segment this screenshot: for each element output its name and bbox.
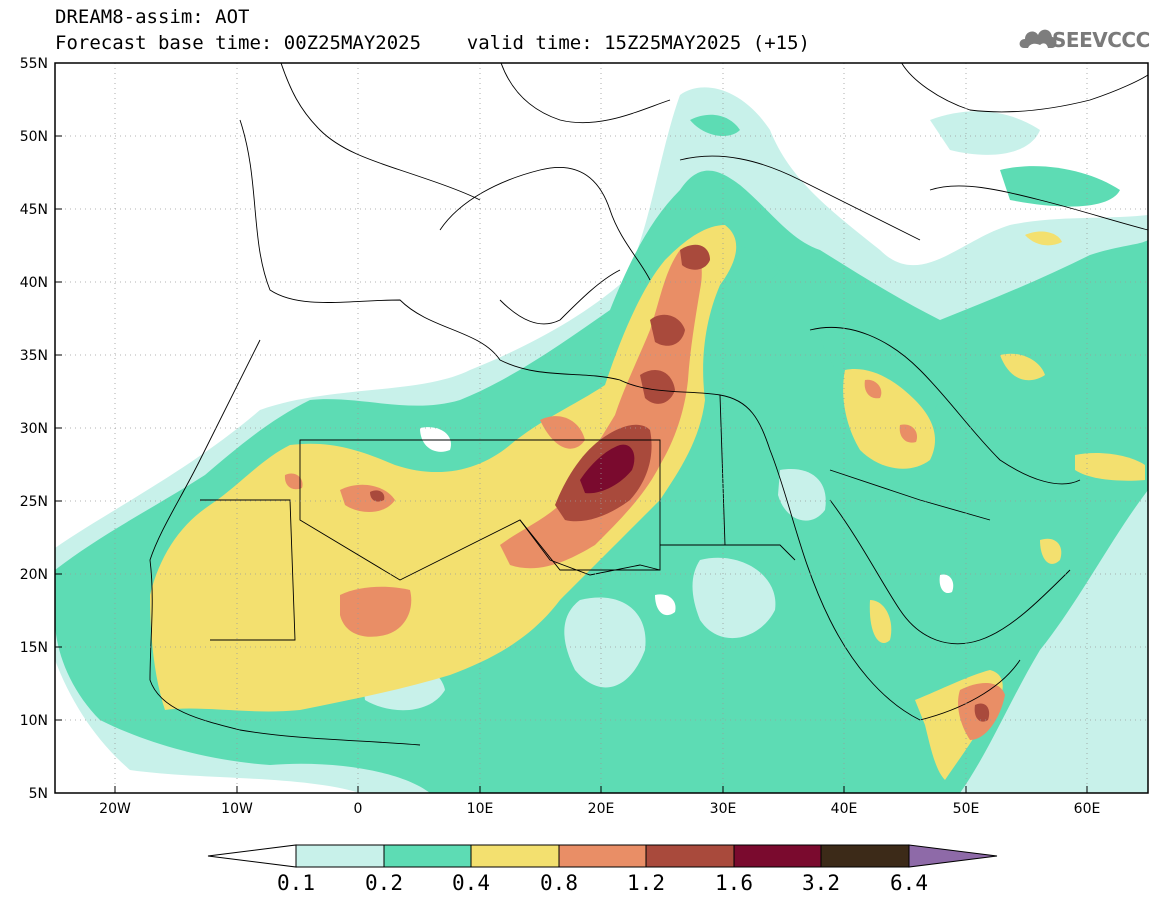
lon-label: 60E <box>1074 801 1101 817</box>
lat-label: 25N <box>20 494 48 510</box>
colorbar-label: 1.6 <box>715 871 753 895</box>
colorbar-swatch <box>383 844 472 868</box>
colorbar-label: 1.2 <box>627 871 665 895</box>
latitude-labels: 55N 50N 45N 40N 35N 30N 25N 20N 15N 10N … <box>20 56 48 802</box>
colorbar-label: 3.2 <box>802 871 840 895</box>
colorbar-label: 0.2 <box>365 871 403 895</box>
lon-label: 20W <box>99 801 131 817</box>
colorbar-swatch <box>470 844 560 868</box>
lon-label: 30E <box>710 801 737 817</box>
cloud-icon <box>1019 29 1057 48</box>
lat-label: 35N <box>20 348 48 364</box>
colorbar-swatch <box>820 844 910 868</box>
lat-label: 10N <box>20 713 48 729</box>
lat-label: 50N <box>20 129 48 145</box>
lat-label: 5N <box>29 786 48 802</box>
colorbar-swatch <box>733 844 822 868</box>
aot-field <box>55 63 1148 793</box>
colorbar <box>207 844 998 868</box>
aot-below-threshold-patches <box>420 427 954 616</box>
colorbar-labels: 0.1 0.2 0.4 0.8 1.2 1.6 3.2 6.4 <box>277 871 928 895</box>
aot-band-1-6 <box>580 444 635 494</box>
map-title: DREAM8-assim: AOT <box>55 6 250 28</box>
colorbar-swatch <box>645 844 735 868</box>
forecast-time-subtitle: Forecast base time: 00Z25MAY2025 valid t… <box>55 32 810 54</box>
colorbar-swatch <box>295 844 385 868</box>
lon-label: 0 <box>354 801 363 817</box>
aot-band-0-8 <box>284 247 1005 740</box>
lat-label: 30N <box>20 421 48 437</box>
colorbar-label: 0.4 <box>452 871 490 895</box>
lat-label: 40N <box>20 275 48 291</box>
colorbar-label: 0.8 <box>540 871 578 895</box>
lat-label: 45N <box>20 202 48 218</box>
lon-label: 50E <box>953 801 980 817</box>
colorbar-swatch-over <box>908 844 998 868</box>
graticule <box>55 63 1148 793</box>
colorbar-swatch <box>558 844 647 868</box>
colorbar-label: 6.4 <box>890 871 928 895</box>
lon-label: 10E <box>467 801 494 817</box>
lat-label: 15N <box>20 640 48 656</box>
logo-wordmark: SEEVCCC <box>1052 28 1150 52</box>
aot-band-0-1-patches <box>360 469 826 711</box>
lon-label: 40E <box>831 801 858 817</box>
lat-label: 20N <box>20 567 48 583</box>
lat-label: 55N <box>20 56 48 72</box>
colorbar-swatch-under <box>207 844 297 868</box>
ticks <box>55 135 1088 793</box>
lon-label: 10W <box>221 801 253 817</box>
lon-label: 20E <box>588 801 615 817</box>
colorbar-label: 0.1 <box>277 871 315 895</box>
longitude-labels: 20W 10W 0 10E 20E 30E 40E 50E 60E <box>99 801 1100 817</box>
coastlines <box>149 63 1148 746</box>
